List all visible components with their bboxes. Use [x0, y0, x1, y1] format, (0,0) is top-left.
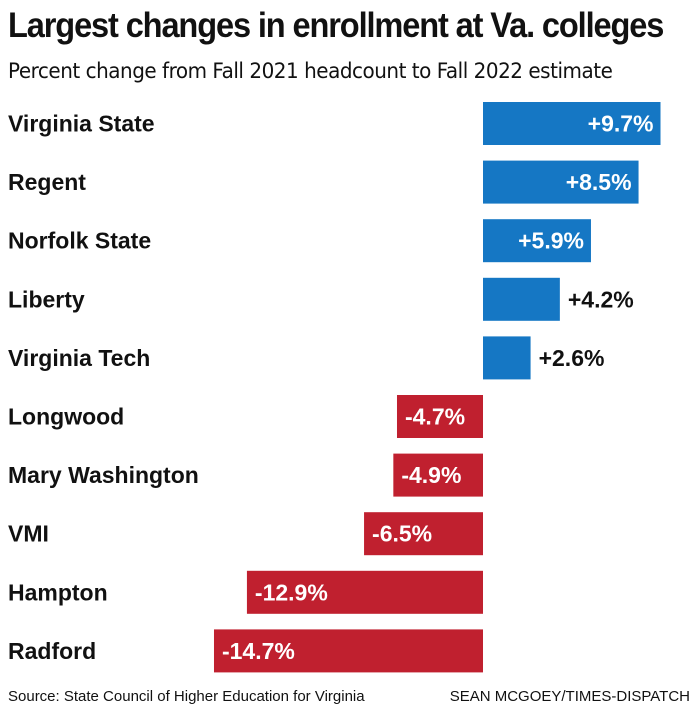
bar [364, 512, 483, 556]
category-label: Norfolk State [8, 228, 151, 254]
bar [393, 453, 483, 497]
category-label: Hampton [8, 579, 108, 605]
category-label: VMI [8, 521, 49, 547]
category-label: Virginia State [8, 111, 155, 137]
data-label: +4.2% [568, 286, 634, 312]
data-label: +5.9% [518, 228, 584, 254]
data-label: -12.9% [255, 579, 328, 605]
source-note: Source: State Council of Higher Educatio… [8, 688, 365, 705]
bar [213, 629, 484, 673]
category-label: Regent [8, 169, 86, 195]
data-label: -14.7% [222, 638, 295, 664]
data-label: -4.9% [401, 462, 461, 488]
bar [483, 219, 591, 263]
bar [483, 277, 560, 321]
data-label: -6.5% [372, 521, 432, 547]
category-label: Virginia Tech [8, 345, 150, 371]
data-label: +8.5% [566, 169, 632, 195]
category-label: Liberty [8, 286, 85, 312]
category-label: Longwood [8, 404, 124, 430]
category-label: Mary Washington [8, 462, 199, 488]
category-label: Radford [8, 638, 96, 664]
data-label: -4.7% [405, 404, 465, 430]
bar [483, 102, 661, 145]
bar [483, 160, 639, 204]
data-label: +9.7% [588, 111, 654, 137]
bar [483, 336, 531, 380]
chart-title: Largest changes in enrollment at Va. col… [8, 6, 664, 45]
bar [396, 395, 483, 438]
data-label: +2.6% [539, 345, 605, 371]
chart-subtitle: Percent change from Fall 2021 headcount … [8, 59, 613, 83]
bar-chart: Virginia State +9.7% Regent +8.5% Norfolk St… [8, 102, 661, 673]
credit-line: SEAN MCGOEY/TIMES-DISPATCH [449, 688, 690, 705]
bar [246, 570, 483, 614]
